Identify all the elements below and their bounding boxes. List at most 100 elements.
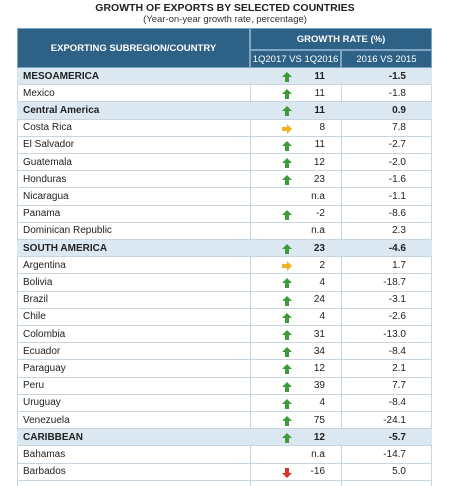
arrow-shape [282, 158, 292, 168]
table-row: MESOAMERICA 11 -1.5 [17, 68, 432, 86]
table-cell: 75 [313, 414, 325, 426]
table-cell: 4 [319, 311, 325, 323]
arrow-shape [282, 175, 292, 186]
arrow-shape [282, 467, 292, 478]
table-cell: 12 [313, 156, 325, 168]
table-border [250, 68, 251, 486]
arrow-shape [282, 123, 292, 134]
table-cell: -3.1 [388, 294, 406, 306]
table-cell: 2.1 [392, 362, 406, 374]
table-cell: -14.7 [383, 448, 406, 460]
trend-arrow [282, 72, 292, 82]
table-cell: 8 [319, 122, 325, 134]
table-cell: 12 [313, 362, 325, 374]
table-cell: El Salvador [23, 139, 75, 151]
trend-arrow [282, 364, 292, 375]
table-cell: -8.4 [388, 397, 406, 409]
table-cell: -24.1 [383, 414, 406, 426]
trend-arrow [282, 123, 292, 134]
table-row: Brazil 24 -3.1 [17, 292, 432, 309]
arrow-shape [282, 433, 292, 444]
table-cell: 11 [314, 104, 325, 116]
table-cell: SOUTH AMERICA [23, 242, 108, 254]
table-border [341, 68, 342, 486]
table-cell: -2.0 [388, 156, 406, 168]
table-row: Honduras 23 -1.6 [17, 171, 432, 189]
table-cell: Argentina [23, 259, 66, 271]
table-row: Uruguay 4 -8.4 [17, 395, 432, 412]
table-row: Mexico 11 -1.8 [17, 85, 432, 103]
table-cell: Barbados [23, 466, 66, 478]
table-cell: Bahamas [23, 448, 66, 460]
arrow-shape [282, 330, 292, 340]
trend-arrow [282, 295, 292, 306]
table-cell: 31 [313, 328, 325, 340]
table-row: Costa Rica 8 7.8 [17, 120, 432, 137]
arrow-shape [282, 381, 292, 392]
table-cell: 2 [319, 259, 325, 271]
trend-arrow [282, 467, 292, 478]
trend-arrow [282, 244, 292, 254]
arrow-shape [282, 106, 292, 117]
column-header: EXPORTING SUBREGION/COUNTRY [17, 28, 250, 68]
table-cell: Uruguay [23, 397, 61, 409]
table-cell: 1.7 [392, 259, 406, 271]
table-cell: Central America [23, 104, 100, 116]
table-row: SOUTH AMERICA 23 -4.6 [17, 240, 432, 258]
trend-arrow [282, 381, 292, 392]
table-cell: 11 [314, 70, 325, 82]
trend-arrow [282, 312, 292, 323]
table-row: Guatemala 12 -2.0 [17, 154, 432, 172]
table-cell: n.a [311, 190, 325, 202]
table-cell: 7.7 [392, 380, 406, 392]
table-cell: -4.6 [388, 242, 406, 254]
trend-arrow [282, 140, 292, 151]
table-cell: 12 [313, 431, 325, 443]
trend-arrow [282, 89, 292, 100]
trend-arrow [282, 278, 292, 289]
trend-arrow [282, 347, 292, 358]
column-header: GROWTH RATE (%) [250, 28, 432, 50]
table-cell: Panama [23, 208, 61, 220]
table-cell: 34 [313, 345, 325, 357]
trend-arrow [282, 106, 292, 117]
table-cell: Paraguay [23, 362, 66, 374]
table-cell: 7.8 [392, 122, 406, 134]
trend-arrow [282, 175, 292, 186]
table-cell: Dominican Republic [23, 225, 112, 237]
table-cell: 2.3 [392, 225, 406, 237]
table-cell: 23 [313, 173, 325, 185]
table-row: Panama -2 -8.6 [17, 206, 432, 223]
trend-arrow [282, 209, 292, 220]
table-cell: CARIBBEAN [23, 431, 83, 443]
arrow-shape [282, 72, 292, 82]
table-row: Peru 39 7.7 [17, 378, 432, 395]
table-cell: Bolivia [23, 276, 53, 288]
table-cell: Mexico [23, 87, 55, 99]
table-border [17, 68, 18, 486]
table-border [431, 68, 432, 486]
arrow-shape [282, 89, 292, 100]
subcolumn-header: 2016 VS 2015 [341, 50, 432, 68]
table-cell: Venezuela [23, 414, 70, 426]
table-cell: 24 [313, 294, 325, 306]
trend-arrow [282, 330, 292, 340]
table-cell: Peru [23, 380, 45, 392]
table-cell: -1.5 [388, 70, 406, 82]
table-cell: -18.7 [383, 276, 406, 288]
arrow-shape [282, 364, 292, 375]
arrow-shape [282, 295, 292, 306]
table-cell: -5.7 [388, 431, 406, 443]
table-cell: -2.7 [388, 139, 406, 151]
table-cell: -1.8 [388, 87, 406, 99]
table-cell: Chile [23, 311, 46, 323]
table-cell: Brazil [23, 294, 49, 306]
table-row: Bahamas n.a -14.7 [17, 446, 432, 464]
table-cell: 0.9 [392, 104, 406, 116]
table-row: El Salvador 11 -2.7 [17, 137, 432, 154]
arrow-shape [282, 261, 292, 272]
trend-arrow [282, 416, 292, 426]
subtitle: (Year-on-year growth rate, percentage) [143, 14, 307, 25]
title: GROWTH OF EXPORTS BY SELECTED COUNTRIES [95, 2, 355, 14]
